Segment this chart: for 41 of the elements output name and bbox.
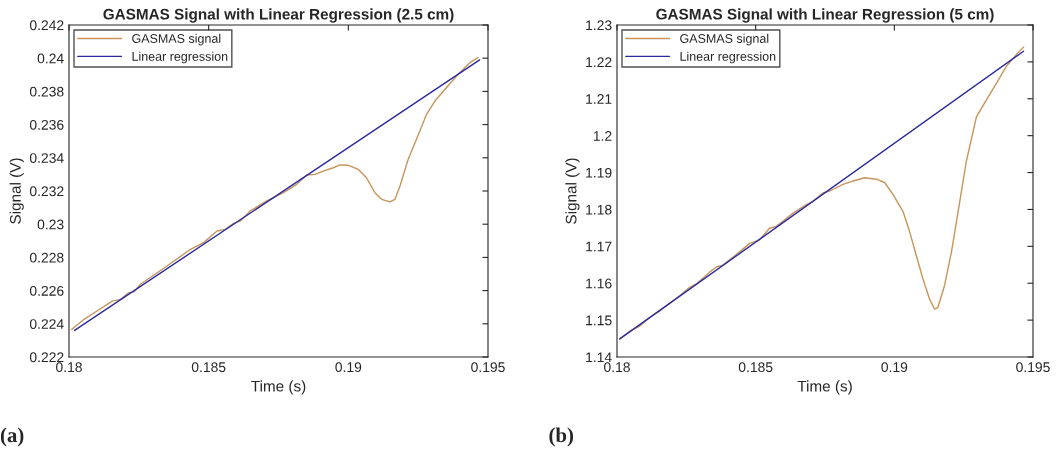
y-tick-label: 1.2 [593, 131, 612, 141]
x-tick-label: 0.18 [56, 362, 82, 373]
y-tick-label: 0.236 [29, 119, 64, 130]
y-tick-label: 0.24 [37, 53, 64, 64]
y-tick-label: 0.23 [37, 219, 64, 230]
x-tick-label: 0.18 [604, 362, 630, 373]
y-tick-label: 0.222 [29, 352, 64, 363]
text: (b) [549, 427, 574, 447]
y-tick-label: 0.238 [29, 86, 64, 97]
legend-label: Linear regression [680, 51, 776, 64]
y-tick-label: 0.224 [29, 319, 64, 329]
y-tick-label: 1.14 [586, 352, 612, 363]
legend-label: GASMAS signal [680, 33, 769, 46]
y-tick-label: 1.17 [586, 241, 612, 252]
legend-label: Linear regression [132, 51, 228, 64]
y-tick-label: 1.22 [586, 57, 612, 67]
x-axis-title: Time (s) [251, 380, 306, 395]
y-axis-title: Signal (V) [9, 158, 24, 224]
y-tick-label: 0.228 [29, 252, 64, 263]
x-tick-label: 0.19 [335, 362, 362, 373]
x-tick-label: 0.195 [471, 362, 505, 373]
y-tick-label: 0.242 [29, 20, 64, 31]
x-tick-label: 0.195 [1016, 362, 1050, 373]
x-tick-label: 0.185 [738, 362, 773, 373]
x-axis-title: Time (s) [797, 380, 852, 395]
y-tick-label: 1.15 [586, 315, 612, 326]
y-tick-label: 1.19 [586, 167, 612, 178]
y-tick-label: 1.16 [586, 278, 612, 289]
chart-title: GASMAS Signal with Linear Regression (5 cm) [656, 8, 994, 23]
y-tick-label: 0.232 [29, 186, 64, 197]
y-tick-label: 1.18 [586, 204, 612, 215]
y-tick-label: 0.234 [29, 153, 64, 163]
y-tick-label: 1.21 [586, 94, 612, 104]
x-tick-label: 0.185 [191, 362, 226, 373]
y-axis-title: Signal (V) [565, 158, 580, 224]
x-tick-label: 0.19 [881, 362, 908, 373]
y-tick-label: 1.23 [586, 20, 612, 31]
text: (a) [0, 427, 24, 447]
chart-title: GASMAS Signal with Linear Regression (2.5 cm) [103, 8, 454, 23]
legend-label: GASMAS signal [132, 33, 221, 46]
y-tick-label: 0.226 [29, 285, 64, 296]
